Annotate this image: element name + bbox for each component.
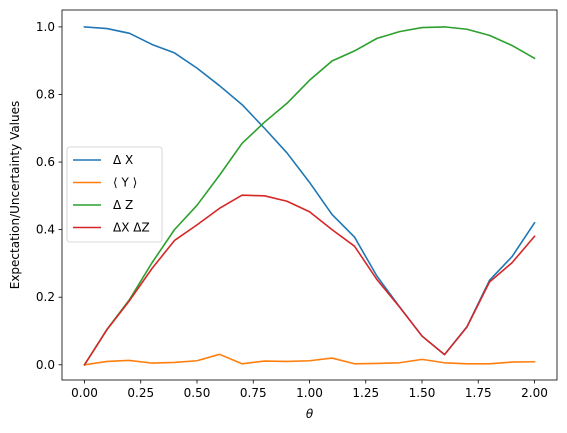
x-tick-label: 0.25 bbox=[127, 386, 154, 400]
legend-label: Δ Z bbox=[113, 198, 133, 212]
y-tick-label: 0.6 bbox=[36, 155, 55, 169]
y-tick-label: 1.0 bbox=[36, 20, 55, 34]
x-tick-label: 1.25 bbox=[352, 386, 379, 400]
x-tick-label: 1.50 bbox=[409, 386, 436, 400]
x-axis-label: θ bbox=[306, 407, 314, 421]
x-tick-label: 0.00 bbox=[71, 386, 98, 400]
series-line-3 bbox=[83, 194, 536, 366]
x-tick-label: 2.00 bbox=[521, 386, 548, 400]
legend-label: Δ X bbox=[113, 153, 133, 167]
x-tick-label: 0.75 bbox=[240, 386, 267, 400]
y-tick-label: 0.8 bbox=[36, 87, 55, 101]
y-axis-ticks: 0.0 0.2 0.4 0.6 0.8 1.0 bbox=[36, 20, 62, 372]
y-tick-label: 0.0 bbox=[36, 358, 55, 372]
x-axis-ticks: 0.00 0.25 0.50 0.75 1.00 1.25 1.50 1.75 2.00 bbox=[71, 380, 548, 400]
series-layer bbox=[83, 26, 536, 366]
y-tick-label: 0.2 bbox=[36, 290, 55, 304]
x-tick-label: 1.00 bbox=[296, 386, 323, 400]
series-line-2 bbox=[83, 26, 536, 366]
legend-label: ⟨ Y ⟩ bbox=[113, 176, 137, 190]
legend: Δ X ⟨ Y ⟩ Δ Z ΔX ΔZ bbox=[66, 146, 163, 243]
y-axis-label: Expectation/Uncertainty Values bbox=[8, 101, 22, 290]
legend-label: ΔX ΔZ bbox=[113, 221, 150, 235]
y-tick-label: 0.4 bbox=[36, 223, 55, 237]
x-tick-label: 0.50 bbox=[184, 386, 211, 400]
x-tick-label: 1.75 bbox=[465, 386, 492, 400]
legend-box bbox=[66, 146, 163, 243]
series-line-1 bbox=[83, 353, 536, 366]
